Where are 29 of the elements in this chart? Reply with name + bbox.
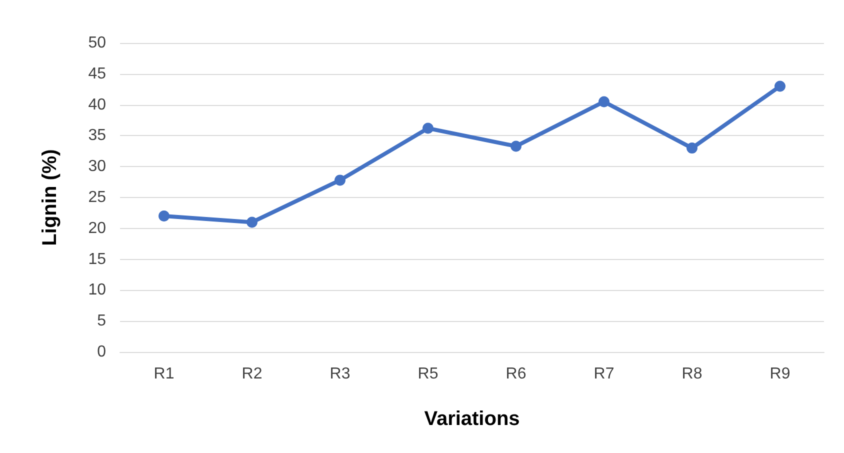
x-tick-label: R3 — [330, 366, 350, 382]
x-tick-label: R6 — [506, 366, 526, 382]
y-tick-label: 35 — [88, 127, 106, 144]
y-tick-label: 45 — [88, 65, 106, 82]
y-axis-title: Lignin (%) — [39, 149, 61, 246]
point — [422, 122, 434, 134]
x-tick-label: R8 — [682, 366, 702, 382]
y-tick-label: 0 — [97, 344, 106, 360]
point — [598, 96, 610, 108]
x-axis-title: Variations — [424, 408, 520, 430]
x-tick-label: R2 — [242, 366, 262, 382]
y-tick-label: 10 — [88, 282, 106, 299]
point — [774, 80, 786, 92]
y-tick-label: 25 — [88, 189, 106, 206]
x-tick-label: R1 — [154, 366, 174, 382]
point — [158, 210, 170, 222]
y-tick-label: 50 — [88, 34, 106, 52]
x-tick-label: R9 — [770, 366, 790, 382]
y-tick-label: 5 — [97, 312, 106, 330]
point — [334, 174, 346, 186]
point — [686, 142, 698, 154]
y-tick-label: 20 — [88, 220, 106, 237]
y-tick-label: 15 — [88, 250, 106, 268]
point — [246, 216, 258, 228]
point — [510, 140, 522, 152]
y-tick-label: 30 — [88, 158, 106, 176]
x-tick-label: R7 — [594, 366, 614, 382]
y-tick-label: 40 — [88, 96, 106, 114]
x-tick-label: R5 — [418, 366, 438, 382]
